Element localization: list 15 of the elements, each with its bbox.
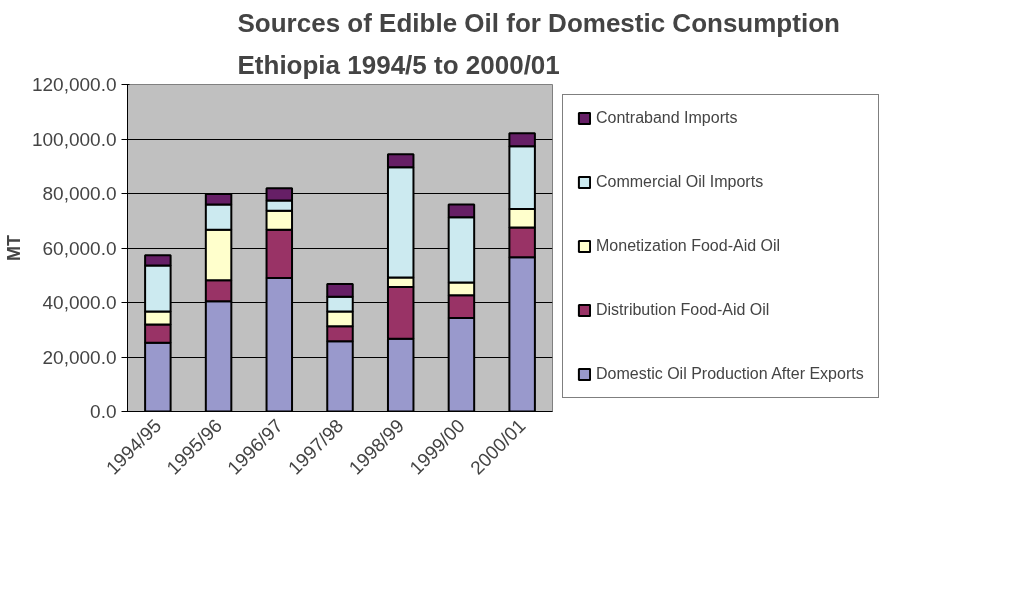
y-tick-label: 80,000.0: [42, 183, 117, 204]
y-tick-label: 60,000.0: [42, 237, 117, 259]
y-tick-label: 120,000.0: [31, 74, 117, 95]
y-tick-label: 40,000.0: [42, 292, 117, 313]
legend-label: Contraband Imports: [596, 109, 738, 127]
chart-subtitle: Ethiopia 1994/5 to 2000/01: [237, 49, 560, 80]
y-tick-label: 20,000.0: [42, 346, 117, 368]
legend-label: Commercial Oil Imports: [596, 173, 764, 191]
legend-label: Domestic Oil Production After Exports: [596, 365, 864, 383]
chart-title: Sources of Edible Oil for Domestic Consumption: [237, 7, 840, 38]
y-tick-label: 0.0: [90, 401, 117, 422]
y-tick-label: 100,000.0: [31, 128, 117, 150]
legend-label: Monetization Food-Aid Oil: [596, 237, 781, 255]
legend-label: Distribution Food-Aid Oil: [596, 301, 770, 319]
y-axis-title: MT: [3, 234, 24, 261]
